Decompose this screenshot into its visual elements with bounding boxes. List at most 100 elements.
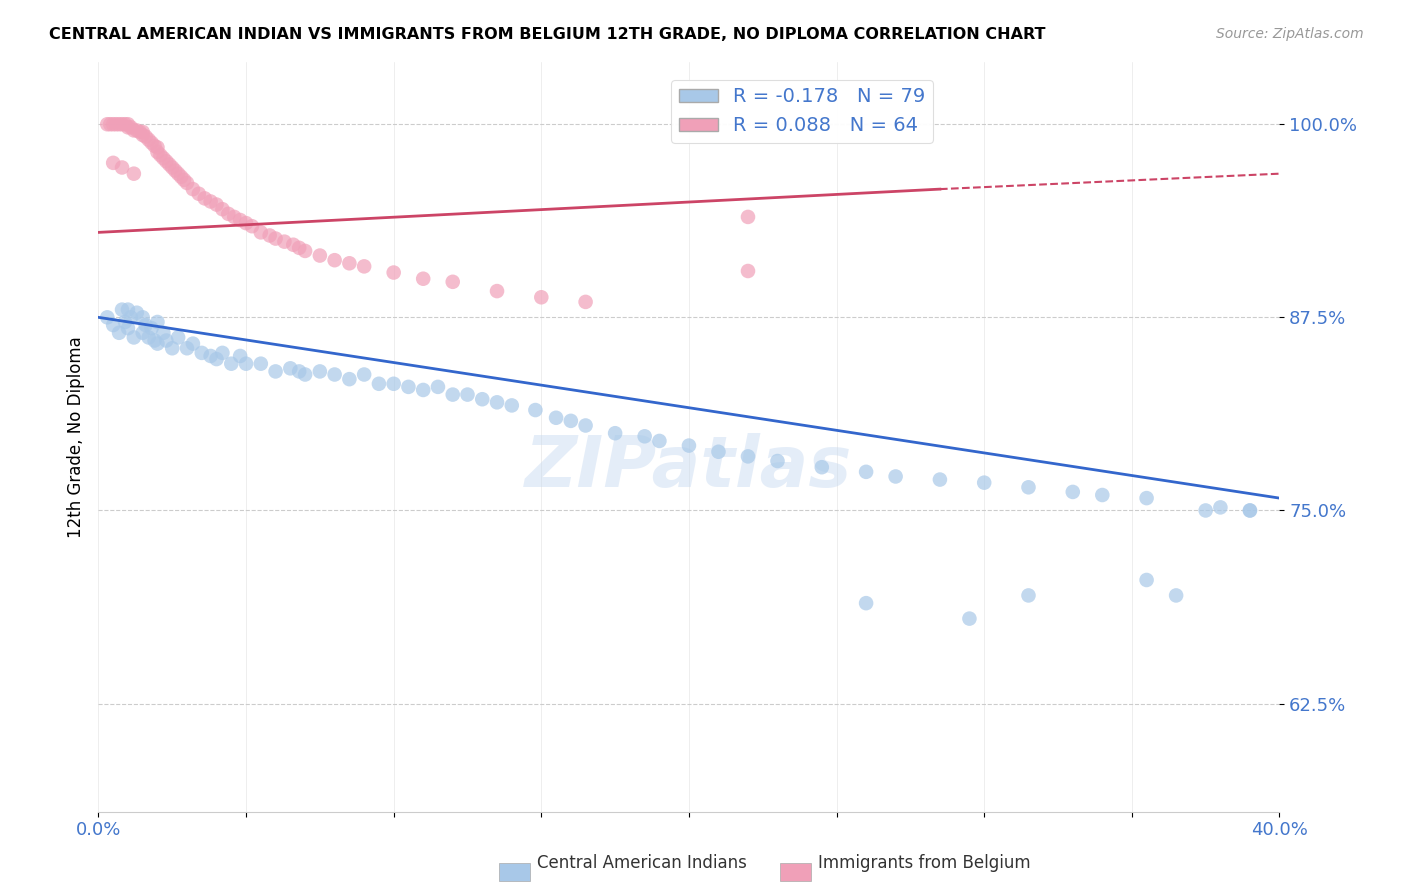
Point	[114, 117, 136, 131]
Point	[1062, 484, 1084, 499]
Point	[471, 392, 494, 407]
Point	[1018, 589, 1040, 603]
Point	[1136, 573, 1159, 587]
Point	[132, 128, 155, 142]
Point	[146, 145, 169, 159]
Point	[855, 596, 877, 610]
Point	[1209, 500, 1232, 515]
Point	[194, 191, 217, 205]
Point	[155, 334, 177, 348]
Point	[117, 120, 139, 135]
Point	[108, 326, 131, 340]
Point	[146, 336, 169, 351]
Point	[288, 364, 311, 378]
Point	[96, 117, 118, 131]
Point	[170, 169, 193, 184]
Point	[323, 253, 346, 268]
Point	[167, 330, 190, 344]
Point	[309, 364, 332, 378]
Point	[105, 117, 128, 131]
Point	[441, 275, 464, 289]
Point	[427, 380, 450, 394]
Point	[546, 410, 568, 425]
Point	[108, 117, 131, 131]
Point	[224, 210, 246, 224]
Point	[1166, 589, 1188, 603]
Point	[1091, 488, 1114, 502]
Point	[339, 372, 361, 386]
Point	[457, 387, 479, 401]
Point	[173, 173, 195, 187]
Point	[117, 117, 139, 131]
Point	[309, 248, 332, 262]
Point	[524, 403, 547, 417]
Point	[103, 156, 125, 170]
Point	[486, 395, 509, 409]
Point	[1018, 480, 1040, 494]
Point	[486, 284, 509, 298]
Point	[141, 321, 163, 335]
Point	[707, 444, 730, 458]
Point	[1136, 491, 1159, 505]
Point	[737, 210, 759, 224]
Point	[264, 364, 287, 378]
Point	[117, 321, 139, 335]
Point	[122, 330, 145, 344]
Point	[103, 117, 125, 131]
Point	[323, 368, 346, 382]
Point	[678, 439, 700, 453]
Point	[217, 207, 239, 221]
Point	[240, 219, 263, 234]
Point	[1239, 503, 1261, 517]
Point	[294, 368, 316, 382]
Point	[152, 326, 174, 340]
Point	[98, 117, 121, 131]
Point	[382, 376, 405, 391]
Point	[766, 454, 789, 468]
Point	[280, 361, 302, 376]
Legend: R = -0.178   N = 79, R = 0.088   N = 64: R = -0.178 N = 79, R = 0.088 N = 64	[671, 79, 934, 143]
Point	[382, 266, 405, 280]
Point	[103, 318, 125, 332]
Point	[200, 349, 222, 363]
Point	[125, 306, 148, 320]
Point	[191, 346, 214, 360]
Point	[235, 216, 257, 230]
Point	[884, 469, 907, 483]
Point	[250, 357, 273, 371]
Point	[441, 387, 464, 401]
Point	[122, 167, 145, 181]
Point	[959, 612, 981, 626]
Point	[135, 129, 157, 144]
Point	[120, 310, 142, 325]
Point	[605, 426, 627, 441]
Point	[141, 136, 163, 150]
Point	[135, 318, 157, 332]
Point	[200, 194, 222, 209]
Point	[339, 256, 361, 270]
Point	[412, 383, 434, 397]
Point	[229, 349, 252, 363]
Point	[181, 182, 204, 196]
Point	[294, 244, 316, 258]
Point	[111, 161, 134, 175]
Point	[283, 237, 305, 252]
Point	[575, 418, 598, 433]
Point	[117, 302, 139, 317]
Point	[111, 117, 134, 131]
Point	[114, 315, 136, 329]
Point	[176, 176, 198, 190]
Point	[560, 414, 582, 428]
Point	[250, 226, 273, 240]
Point	[165, 163, 187, 178]
Point	[855, 465, 877, 479]
Point	[176, 341, 198, 355]
Text: Central American Indians: Central American Indians	[537, 855, 747, 872]
Point	[412, 271, 434, 285]
Point	[157, 157, 180, 171]
Point	[648, 434, 671, 448]
Point	[929, 473, 952, 487]
Point	[810, 460, 832, 475]
Y-axis label: 12th Grade, No Diploma: 12th Grade, No Diploma	[66, 336, 84, 538]
Point	[152, 151, 174, 165]
